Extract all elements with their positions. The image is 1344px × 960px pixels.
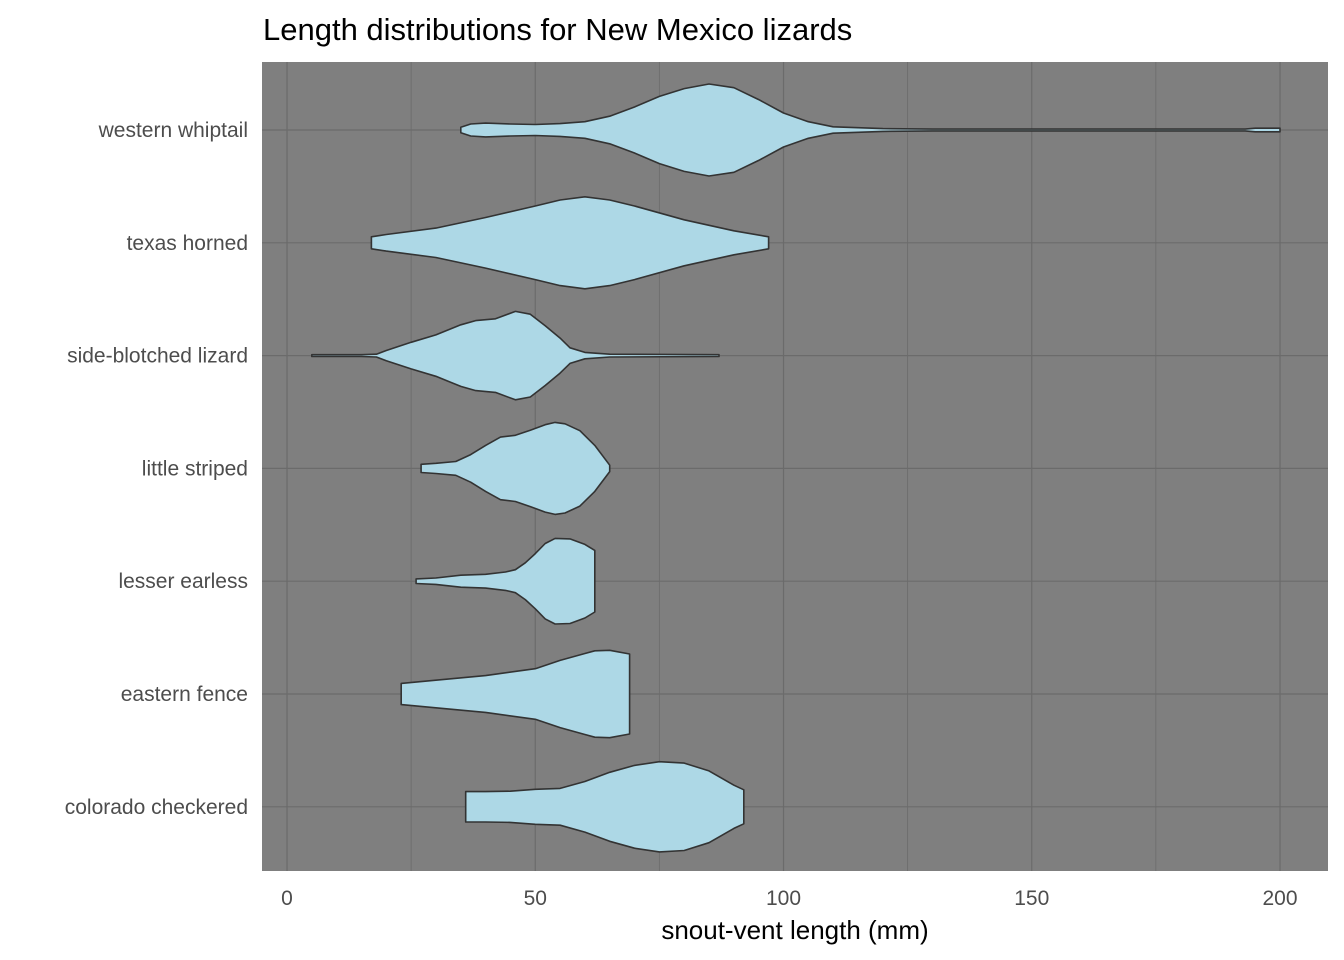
x-tick-label: 150 [1014, 887, 1049, 910]
y-tick-label: colorado checkered [65, 796, 248, 819]
x-tick-label: 200 [1262, 887, 1297, 910]
x-axis-labels: 0 50 100 150 200 [281, 887, 1297, 910]
grid-minor [410, 62, 1157, 871]
y-tick-label: eastern fence [121, 683, 248, 706]
x-tick-label: 0 [281, 887, 293, 910]
violin-little-striped [420, 421, 611, 516]
y-axis-labels: western whiptail texas horned side-blotche… [65, 119, 248, 819]
y-tick-label: little striped [142, 457, 248, 480]
x-tick-label: 50 [524, 887, 547, 910]
violin-western-whiptail [460, 83, 1281, 177]
violin-lesser-earless [415, 537, 596, 625]
y-tick-label: western whiptail [98, 119, 248, 142]
x-tick-label: 100 [766, 887, 801, 910]
violin-texas-horned [370, 196, 770, 290]
y-tick-label: texas horned [127, 232, 248, 255]
y-tick-label: lesser earless [118, 570, 248, 593]
violin-colorado-checkered [464, 760, 745, 853]
violins-group [311, 83, 1281, 853]
violin-side-blotched-lizard [311, 310, 720, 401]
x-axis-title: snout-vent length (mm) [661, 915, 928, 945]
y-tick-label: side-blotched lizard [67, 345, 248, 368]
violin-eastern-fence [400, 649, 631, 739]
chart-title: Length distributions for New Mexico liza… [263, 12, 852, 47]
